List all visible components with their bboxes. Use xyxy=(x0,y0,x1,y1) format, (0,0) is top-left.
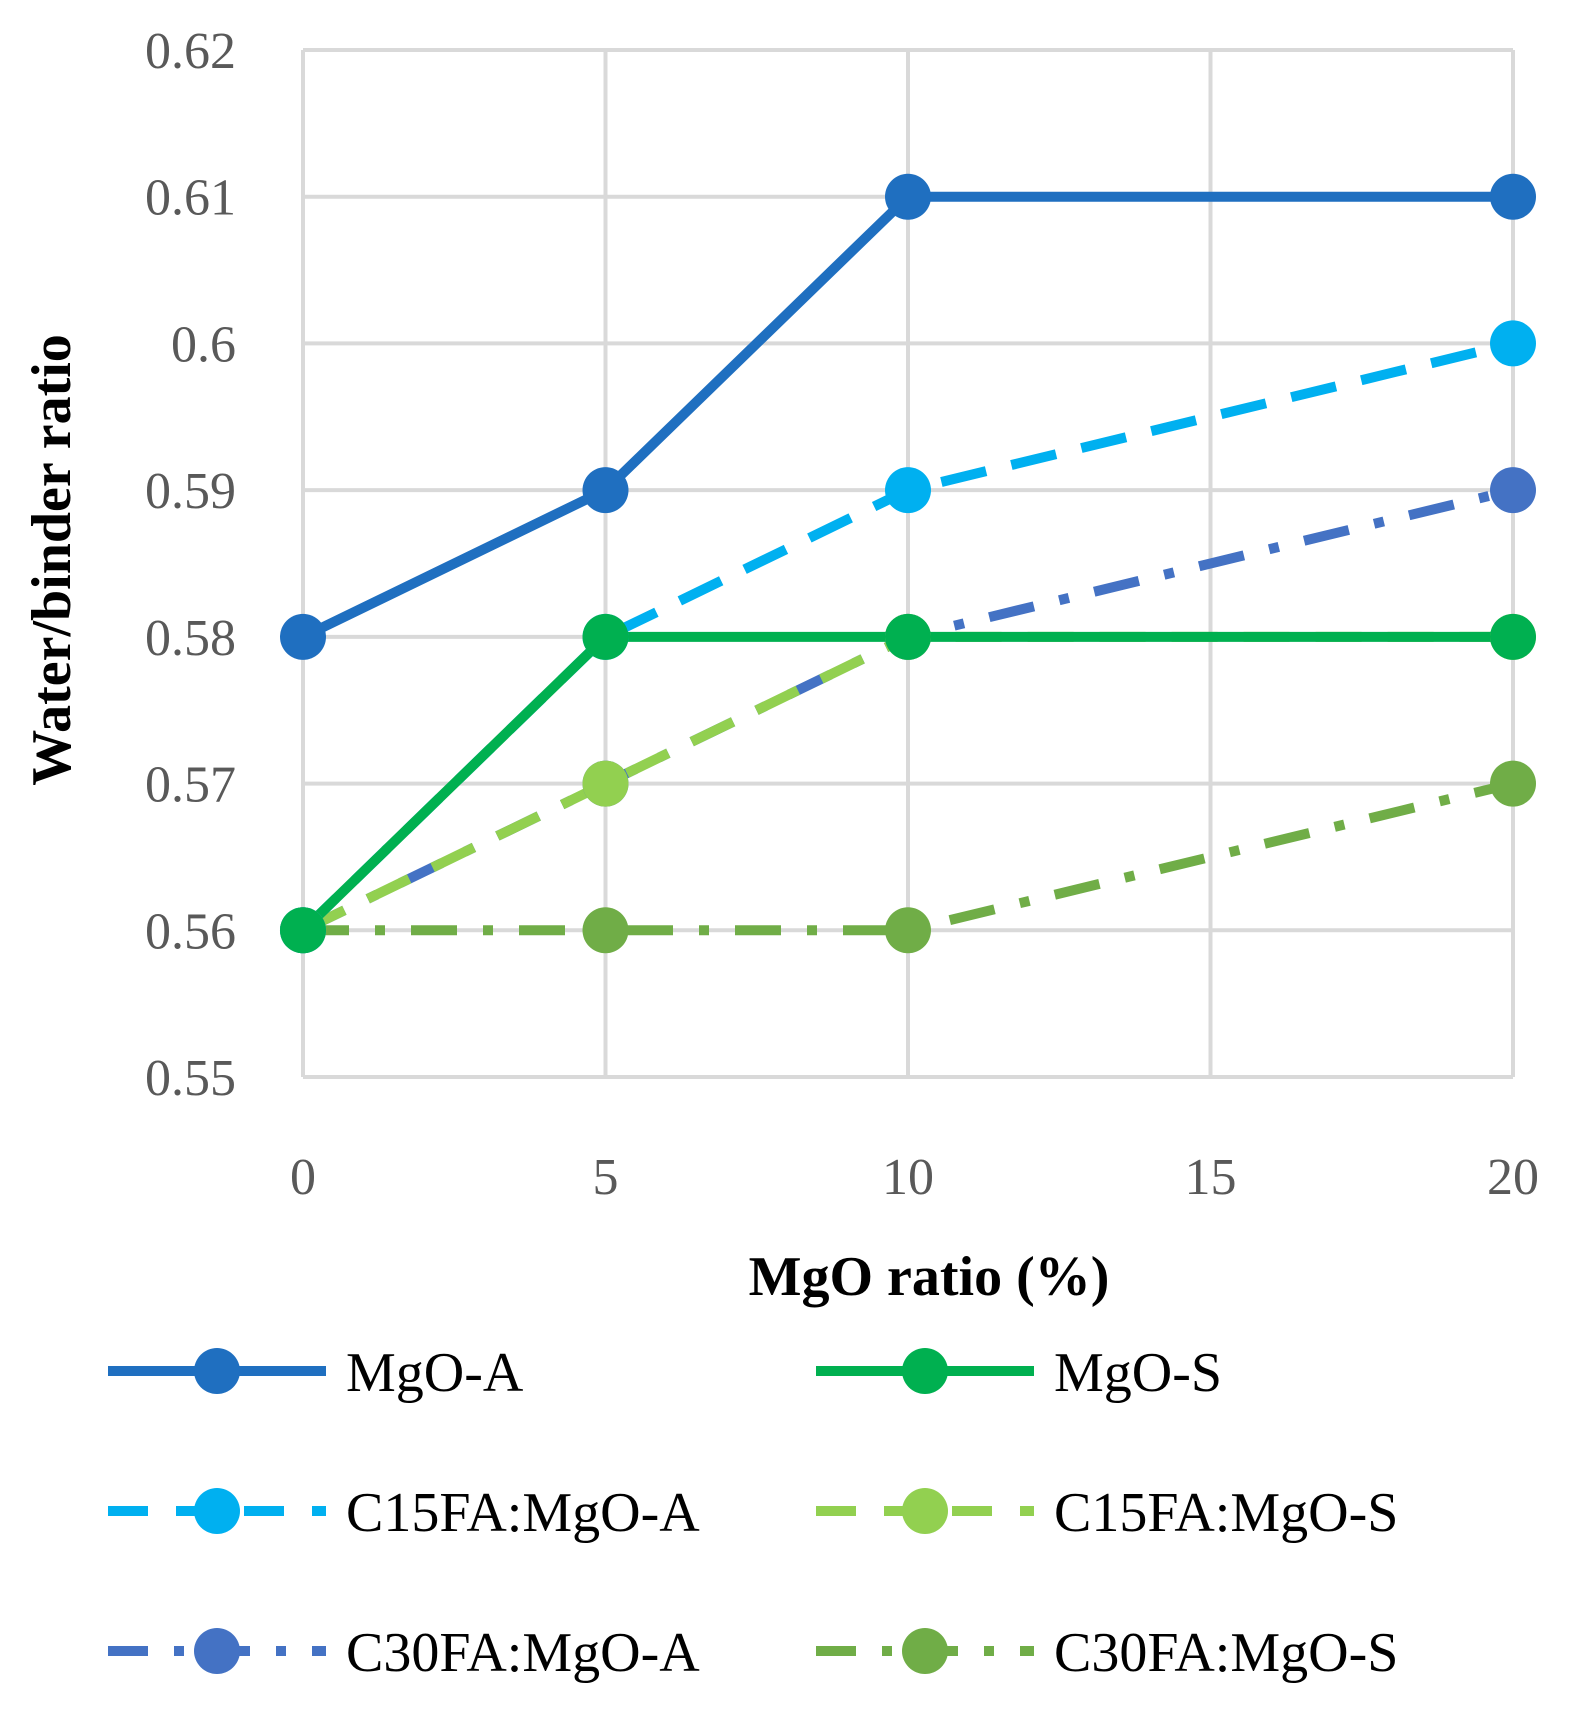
legend-item-C30FA:MgO-S: C30FA:MgO-S xyxy=(816,1622,1398,1684)
series-lines xyxy=(299,191,1515,936)
y-tick-label: 0.56 xyxy=(145,903,236,960)
x-tick-label: 10 xyxy=(882,1149,934,1206)
data-point-C30FA:MgO-S xyxy=(582,907,629,954)
series-line-C15FA:MgO-A xyxy=(299,338,1515,934)
y-tick-label: 0.6 xyxy=(171,316,236,373)
series-line-MgO-S xyxy=(299,631,1513,934)
y-tick-label: 0.62 xyxy=(145,23,236,80)
x-axis-title: MgO ratio (%) xyxy=(749,1246,1110,1308)
x-axis-ticks: 0 5 10 15 20 xyxy=(290,1149,1539,1206)
legend-marker xyxy=(194,1488,240,1534)
legend-item-C15FA:MgO-S: C15FA:MgO-S xyxy=(816,1482,1398,1544)
data-point-MgO-A xyxy=(885,173,931,220)
legend-item-MgO-A: MgO-A xyxy=(108,1342,524,1404)
legend-marker xyxy=(194,1628,240,1674)
data-point-MgO-A xyxy=(1490,173,1536,220)
y-axis-title: Water/binder ratio xyxy=(21,334,83,786)
data-point-C15FA:MgO-A xyxy=(885,467,931,514)
data-point-C30FA:MgO-S xyxy=(885,907,931,954)
series-points xyxy=(280,173,1536,954)
series-line-MgO-A xyxy=(300,191,1513,642)
series-line-C30FA:MgO-S xyxy=(303,778,1515,936)
x-tick-label: 15 xyxy=(1185,1149,1237,1206)
legend-marker xyxy=(902,1488,948,1534)
data-point-MgO-S xyxy=(280,907,326,954)
data-point-C15FA:MgO-S xyxy=(582,760,629,807)
data-point-MgO-S xyxy=(885,613,931,660)
data-point-MgO-S xyxy=(582,613,629,660)
legend-label: MgO-S xyxy=(1054,1342,1222,1404)
y-tick-label: 0.59 xyxy=(145,463,236,520)
y-tick-label: 0.57 xyxy=(145,757,236,814)
data-point-C15FA:MgO-A xyxy=(1490,320,1536,367)
y-tick-label: 0.58 xyxy=(145,610,236,667)
legend-item-C30FA:MgO-A: C30FA:MgO-A xyxy=(108,1622,700,1684)
legend-label: C15FA:MgO-S xyxy=(1054,1482,1398,1544)
legend-marker xyxy=(902,1628,948,1674)
y-tick-label: 0.61 xyxy=(145,170,236,227)
legend-label: C15FA:MgO-A xyxy=(346,1482,700,1544)
data-point-MgO-A xyxy=(582,467,629,514)
x-tick-label: 20 xyxy=(1487,1149,1539,1206)
legend: MgO-A MgO-S C15FA:MgO-A C15FA:MgO-S C30FA:Mg… xyxy=(108,1342,1398,1684)
data-point-MgO-S xyxy=(1490,613,1536,660)
legend-label: MgO-A xyxy=(346,1342,524,1404)
x-tick-label: 0 xyxy=(290,1149,316,1206)
legend-item-MgO-S: MgO-S xyxy=(816,1342,1222,1404)
legend-label: C30FA:MgO-A xyxy=(346,1622,700,1684)
legend-item-C15FA:MgO-A: C15FA:MgO-A xyxy=(108,1482,700,1544)
x-tick-label: 5 xyxy=(593,1149,619,1206)
data-point-MgO-A xyxy=(280,613,326,660)
data-point-C30FA:MgO-S xyxy=(1490,760,1536,807)
legend-marker xyxy=(194,1348,240,1394)
y-axis-ticks: 0.55 0.56 0.57 0.58 0.59 0.6 0.61 0.62 xyxy=(145,23,236,1107)
legend-marker xyxy=(902,1348,948,1394)
legend-label: C30FA:MgO-S xyxy=(1054,1622,1398,1684)
data-point-C30FA:MgO-A xyxy=(1490,467,1536,514)
y-tick-label: 0.55 xyxy=(145,1050,236,1107)
